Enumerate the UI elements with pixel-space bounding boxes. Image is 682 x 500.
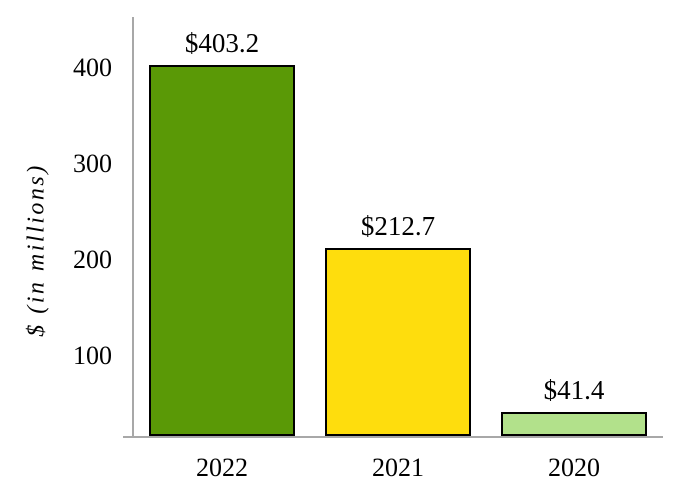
y-tick-label: 100 (73, 341, 112, 370)
x-axis-label-2022: 2022 (196, 453, 248, 482)
bar-value-label: $403.2 (184, 28, 260, 58)
x-axis-label-2020: 2020 (548, 453, 600, 482)
y-tick-label: 200 (73, 245, 112, 274)
y-tick-label: 400 (73, 53, 112, 82)
bar-value-label: $41.4 (543, 375, 605, 405)
bar-2022 (149, 65, 295, 436)
x-axis-label-2021: 2021 (372, 453, 424, 482)
x-axis-line (123, 436, 663, 438)
y-tick-label: 300 (73, 149, 112, 178)
bar-2020 (501, 412, 647, 436)
bar-2021 (325, 248, 471, 436)
y-axis-line (132, 17, 134, 438)
bar-value-label: $212.7 (360, 211, 436, 241)
